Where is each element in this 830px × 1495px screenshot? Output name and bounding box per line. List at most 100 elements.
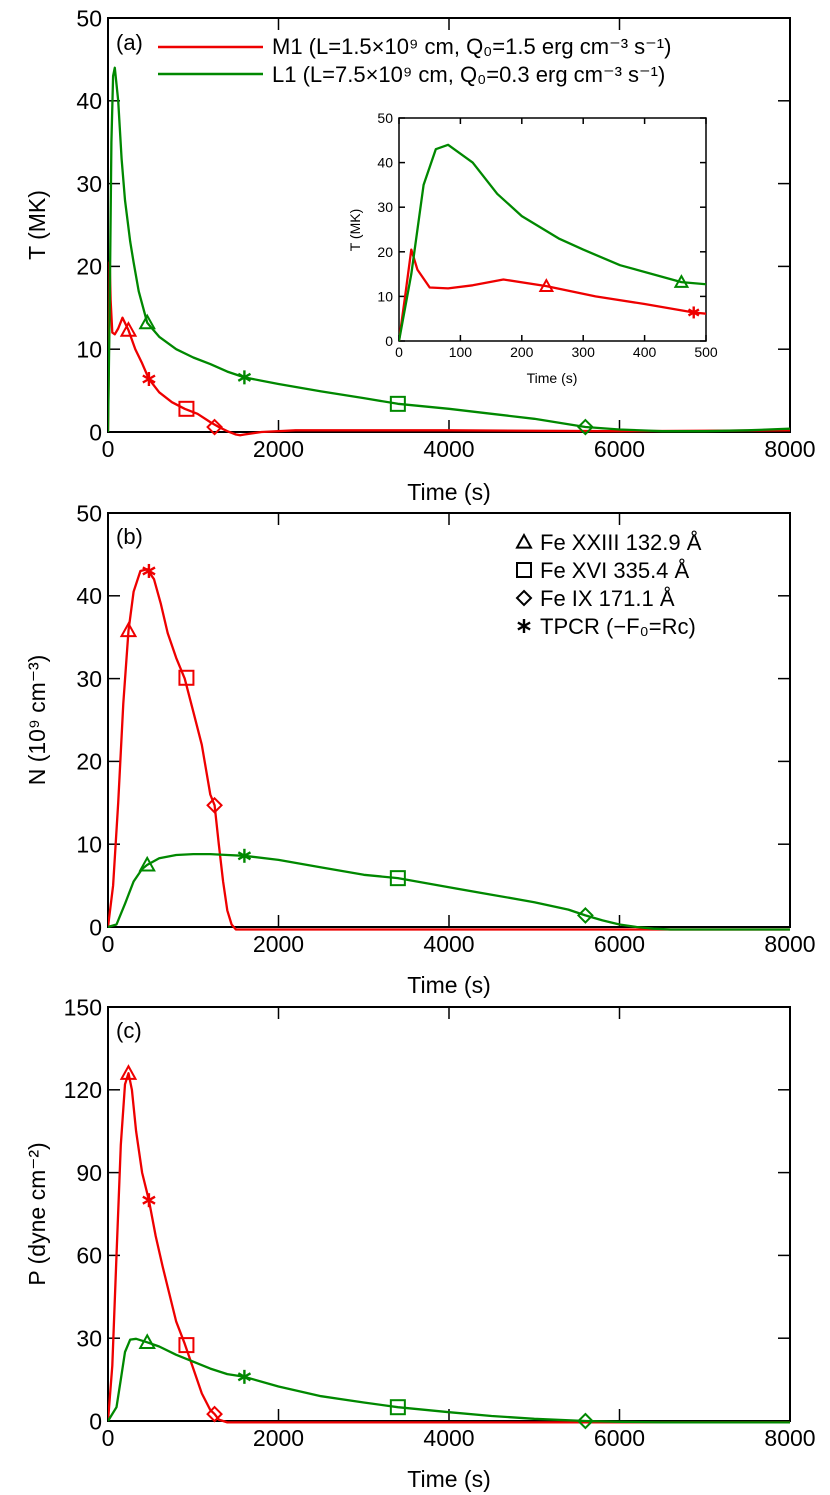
panel-b-xtick-label: 0	[102, 931, 115, 957]
panel-a-m1-asterisk-marker	[142, 372, 156, 387]
panel-c-pressure: (c) Time (s) P (dyne cm⁻²) 0 2000 4000 6000…	[24, 994, 816, 1492]
panel-b-m1-diamond-marker	[206, 796, 223, 814]
marker-legend-label: Fe IX 171.1 Å	[540, 586, 675, 611]
panel-c-ytick-label: 0	[89, 1408, 102, 1434]
marker-legend-label: TPCR (−F₀=Rc)	[540, 614, 696, 639]
panel-c-ytick-label: 120	[64, 1077, 102, 1103]
panel-b-m1-triangle-marker	[119, 621, 138, 638]
inset-xtick-label: 400	[633, 344, 657, 360]
marker-legend-diamond-icon	[515, 589, 533, 607]
panel-c-m1-diamond-marker	[206, 1405, 223, 1423]
panel-a-l1-triangle-marker	[138, 313, 156, 330]
panel-a-ytick-label: 50	[76, 5, 102, 31]
panel-a-legend: M1 (L=1.5×10⁹ cm, Q₀=1.5 erg cm⁻³ s⁻¹) L…	[158, 34, 671, 87]
panel-a-m1-triangle-marker	[119, 321, 138, 337]
panel-a-l1-asterisk-marker	[237, 370, 252, 385]
marker-legend-asterisk-icon	[517, 619, 531, 633]
inset-l1-triangle-marker	[673, 274, 690, 288]
panel-a-ytick-label: 20	[76, 254, 102, 280]
panel-c-xtick-label: 0	[102, 1425, 115, 1451]
panel-b-ytick-label: 30	[76, 666, 102, 692]
panel-b-ytick-label: 0	[89, 914, 102, 940]
inset-xtick-label: 200	[510, 344, 534, 360]
legend-m1-label: M1 (L=1.5×10⁹ cm, Q₀=1.5 erg cm⁻³ s⁻¹)	[272, 34, 671, 59]
panel-b-xlabel: Time (s)	[407, 972, 490, 998]
panel-a-temperature: (a) Time (s) T (MK) M1 (L=1.5×10⁹ cm, Q₀…	[24, 5, 816, 505]
inset-l1-line	[399, 143, 706, 342]
panel-c-ytick-label: 90	[76, 1160, 102, 1186]
marker-legend-label: Fe XXIII 132.9 Å	[540, 530, 702, 555]
panel-b-l1-triangle-marker	[138, 855, 156, 872]
inset-m1-line	[399, 248, 706, 342]
inset-ylabel: T (MK)	[347, 209, 363, 252]
panel-b-xtick-label: 8000	[764, 931, 815, 957]
panel-b-ytick-label: 10	[76, 831, 102, 857]
panel-a-xtick-label: 2000	[253, 436, 304, 462]
legend-l1-label: L1 (L=7.5×10⁹ cm, Q₀=0.3 erg cm⁻³ s⁻¹)	[272, 62, 665, 87]
inset-xtick-label: 500	[694, 344, 718, 360]
panel-c-ytick-label: 60	[76, 1243, 102, 1269]
panel-c-l1-triangle-marker	[138, 1333, 156, 1349]
panel-b-density: (b) Time (s) N (10⁹ cm⁻³) Fe XXIII 132.9…	[24, 500, 816, 998]
panel-a-ylabel: T (MK)	[24, 190, 50, 260]
panel-a-m1-square-marker	[178, 400, 195, 417]
panel-a-l1-line	[108, 66, 790, 433]
panel-b-series	[108, 563, 790, 931]
panel-b-l1-diamond-marker	[576, 906, 594, 924]
panel-c-series	[108, 1064, 790, 1430]
inset-xlabel: Time (s)	[527, 370, 578, 386]
panel-c-ylabel: P (dyne cm⁻²)	[24, 1142, 50, 1285]
panel-b-ytick-label: 20	[76, 749, 102, 775]
panel-a-ytick-label: 10	[76, 336, 102, 362]
panel-a-l1-square-marker	[389, 395, 406, 412]
panel-b-xtick-label: 2000	[253, 931, 304, 957]
panel-a-xtick-label: 0	[102, 436, 115, 462]
inset-ytick-label: 40	[377, 155, 393, 171]
inset-frame	[398, 117, 707, 342]
panel-b-m1-asterisk-marker	[142, 563, 156, 578]
panel-c-l1-asterisk-marker	[237, 1369, 252, 1384]
inset-xtick-label: 300	[572, 344, 596, 360]
panel-b-l1-asterisk-marker	[237, 848, 252, 863]
panel-c-l1-diamond-marker	[576, 1412, 594, 1430]
inset-m1-triangle-marker	[538, 278, 555, 292]
panel-b-ylabel: N (10⁹ cm⁻³)	[24, 655, 50, 786]
panel-a-xtick-label: 6000	[594, 436, 645, 462]
panel-c-l1-square-marker	[389, 1399, 406, 1416]
panel-a-xtick-label: 8000	[764, 436, 815, 462]
panel-b-l1-line	[108, 852, 790, 931]
panel-c-m1-asterisk-marker	[142, 1193, 156, 1208]
inset-m1-asterisk-marker	[687, 306, 700, 319]
panel-c-xtick-label: 4000	[423, 1425, 474, 1451]
panel-c-m1-triangle-marker	[119, 1064, 138, 1080]
panel-b-ytick-label: 50	[76, 500, 102, 526]
panel-a-series	[108, 66, 790, 437]
marker-legend-label: Fe XVI 335.4 Å	[540, 558, 690, 583]
panel-b-l1-square-marker	[389, 870, 406, 887]
panel-a-ytick-label: 40	[76, 88, 102, 114]
inset-ytick-label: 30	[377, 199, 393, 215]
panel-b-xtick-label: 6000	[594, 931, 645, 957]
panel-a-m1-diamond-marker	[206, 418, 223, 436]
panel-b-m1-square-marker	[178, 669, 195, 686]
panel-a-ytick-label: 30	[76, 171, 102, 197]
panel-c-xtick-label: 6000	[594, 1425, 645, 1451]
marker-legend-triangle-icon	[515, 532, 533, 549]
panel-b-ytick-label: 40	[76, 583, 102, 609]
panel-a-xtick-label: 4000	[423, 436, 474, 462]
inset-xtick-label: 100	[449, 344, 473, 360]
inset-ytick-label: 20	[377, 244, 393, 260]
panel-c-ytick-label: 150	[64, 994, 102, 1020]
panel-a-xlabel: Time (s)	[407, 479, 490, 505]
panel-c-m1-square-marker	[178, 1337, 195, 1354]
inset-xtick-label: 0	[395, 344, 403, 360]
panel-c-ytick-label: 30	[76, 1325, 102, 1351]
panel-b-label: (b)	[116, 524, 143, 549]
panel-a-m1-line	[108, 261, 790, 437]
panel-c-frame	[107, 1006, 791, 1422]
panel-c-m1-line	[108, 1072, 790, 1424]
inset-ytick-label: 10	[377, 288, 393, 304]
panel-c-xtick-label: 2000	[253, 1425, 304, 1451]
marker-legend: Fe XXIII 132.9 Å Fe XVI 335.4 Å Fe IX 171.…	[515, 530, 702, 639]
